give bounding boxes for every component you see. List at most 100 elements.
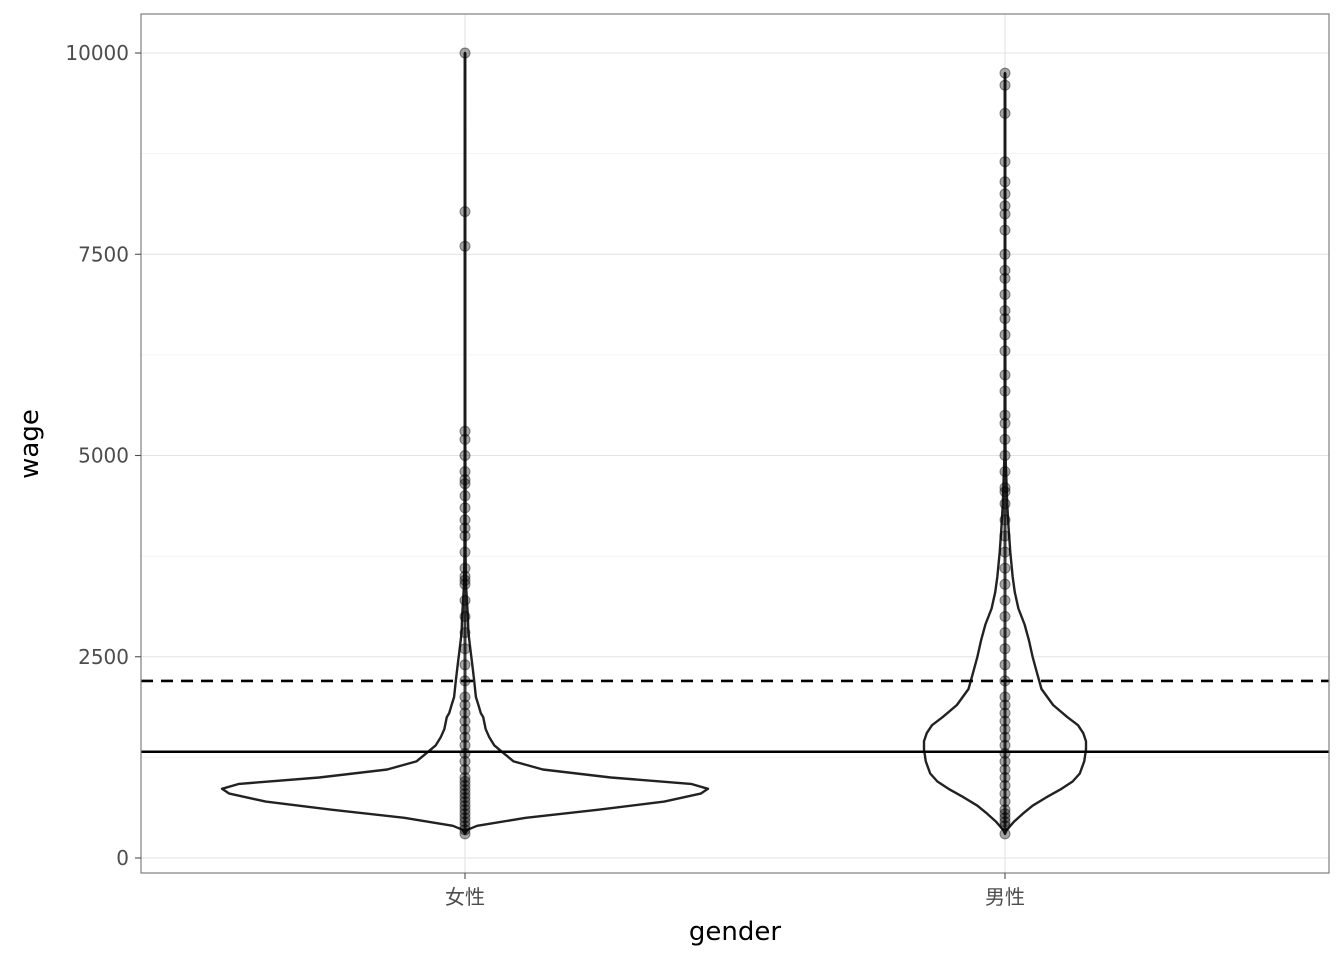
data-point	[999, 611, 1011, 622]
data-point	[459, 723, 471, 735]
data-point	[459, 474, 471, 486]
data-point	[999, 772, 1011, 783]
data-point	[459, 804, 471, 816]
data-point	[459, 691, 471, 703]
data-point	[999, 272, 1011, 284]
data-point	[999, 578, 1011, 590]
data-point	[459, 772, 471, 783]
data-point	[999, 562, 1011, 574]
y-tick-label: 7500	[78, 242, 129, 266]
data-point	[459, 47, 471, 59]
data-point	[459, 611, 471, 622]
data-point	[999, 67, 1011, 79]
data-point	[459, 578, 471, 590]
data-point	[459, 659, 471, 671]
data-point	[999, 329, 1011, 341]
data-point	[459, 240, 471, 252]
data-point	[459, 800, 471, 812]
data-point	[999, 643, 1011, 655]
data-point	[999, 594, 1011, 606]
data-point	[999, 289, 1011, 300]
data-point	[999, 176, 1011, 188]
data-point	[459, 502, 471, 514]
data-point	[459, 627, 471, 639]
data-point	[459, 490, 471, 502]
data-point	[999, 208, 1011, 220]
data-point	[999, 530, 1011, 542]
data-point	[999, 723, 1011, 735]
data-point	[999, 659, 1011, 671]
data-point	[459, 570, 471, 582]
data-point	[459, 824, 471, 836]
axes: 0 2500 5000 7500 10000 女性 男性	[65, 41, 1025, 909]
data-point	[999, 409, 1011, 421]
data-point	[999, 812, 1011, 824]
data-point	[459, 425, 471, 437]
data-point	[999, 788, 1011, 800]
data-point	[459, 828, 471, 840]
data-point	[999, 248, 1011, 260]
data-point	[459, 755, 471, 767]
data-point	[999, 305, 1011, 317]
data-point	[459, 796, 471, 808]
y-axis-title: wage	[15, 409, 45, 479]
data-point	[999, 433, 1011, 445]
data-point	[459, 715, 471, 727]
data-point	[459, 450, 471, 461]
data-point	[999, 804, 1011, 816]
data-point	[459, 562, 471, 574]
data-point	[999, 417, 1011, 429]
data-point	[999, 828, 1011, 840]
data-point	[459, 808, 471, 820]
data-point	[459, 514, 471, 526]
y-tick-label: 10000	[65, 41, 129, 65]
data-point	[999, 188, 1011, 200]
data-point	[459, 784, 471, 796]
data-point	[999, 482, 1011, 494]
data-point	[999, 486, 1011, 498]
data-point	[459, 699, 471, 711]
data-point	[999, 369, 1011, 381]
data-point	[999, 156, 1011, 168]
data-point	[999, 780, 1011, 791]
data-point	[999, 796, 1011, 808]
data-point	[459, 707, 471, 719]
data-point	[999, 808, 1011, 820]
data-point	[459, 812, 471, 824]
data-point	[999, 450, 1011, 461]
data-point	[459, 764, 471, 775]
panel-background	[141, 14, 1329, 873]
x-axis-title: gender	[689, 917, 781, 947]
data-point	[459, 530, 471, 542]
data-point	[459, 433, 471, 445]
data-point	[999, 264, 1011, 276]
data-point	[999, 699, 1011, 711]
data-point	[999, 200, 1011, 212]
x-tick-label: 男性	[985, 885, 1025, 909]
y-tick-label: 5000	[78, 444, 129, 468]
data-point	[999, 707, 1011, 719]
data-point	[459, 776, 471, 787]
data-point	[459, 594, 471, 606]
data-point	[459, 522, 471, 534]
panel-border	[140, 13, 1330, 874]
data-point	[999, 514, 1011, 526]
data-point	[459, 780, 471, 791]
data-point	[999, 498, 1011, 510]
data-point	[459, 466, 471, 478]
data-point	[459, 643, 471, 655]
data-point	[999, 816, 1011, 828]
data-point	[999, 755, 1011, 767]
data-point	[459, 731, 471, 743]
data-point	[459, 574, 471, 586]
x-tick-label: 女性	[445, 885, 485, 909]
data-point	[999, 764, 1011, 775]
data-point	[459, 816, 471, 828]
reference-lines	[141, 679, 1329, 754]
data-point	[459, 739, 471, 751]
y-tick-label: 0	[116, 846, 129, 870]
data-point	[459, 546, 471, 558]
data-point	[459, 820, 471, 832]
data-point	[999, 627, 1011, 639]
